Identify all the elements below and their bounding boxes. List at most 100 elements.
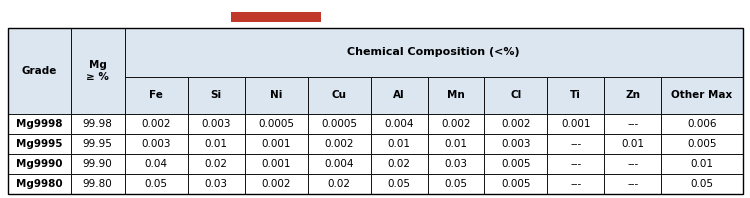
FancyBboxPatch shape: [662, 114, 742, 134]
Text: Si: Si: [211, 90, 222, 100]
FancyBboxPatch shape: [124, 154, 188, 174]
Text: Mg9980: Mg9980: [16, 179, 62, 189]
Text: 0.05: 0.05: [388, 179, 410, 189]
FancyBboxPatch shape: [188, 174, 244, 194]
FancyBboxPatch shape: [124, 114, 188, 134]
FancyBboxPatch shape: [231, 12, 321, 22]
FancyBboxPatch shape: [427, 114, 484, 134]
FancyBboxPatch shape: [188, 77, 244, 114]
FancyBboxPatch shape: [70, 114, 124, 134]
FancyBboxPatch shape: [604, 154, 662, 174]
FancyBboxPatch shape: [484, 174, 548, 194]
FancyBboxPatch shape: [484, 114, 548, 134]
FancyBboxPatch shape: [370, 114, 427, 134]
FancyBboxPatch shape: [604, 174, 662, 194]
FancyBboxPatch shape: [604, 134, 662, 154]
FancyBboxPatch shape: [548, 114, 604, 134]
Text: 0.002: 0.002: [325, 139, 354, 149]
FancyBboxPatch shape: [308, 114, 370, 134]
Text: Mg
≥ %: Mg ≥ %: [86, 60, 109, 82]
Text: Cl: Cl: [510, 90, 521, 100]
Text: ---: ---: [570, 139, 581, 149]
Text: 99.95: 99.95: [82, 139, 112, 149]
Text: ---: ---: [570, 159, 581, 169]
Text: 0.002: 0.002: [501, 119, 531, 129]
Text: 0.0005: 0.0005: [321, 119, 357, 129]
Text: 0.004: 0.004: [325, 159, 354, 169]
Text: Al: Al: [393, 90, 405, 100]
Text: 0.0005: 0.0005: [258, 119, 294, 129]
FancyBboxPatch shape: [124, 134, 188, 154]
FancyBboxPatch shape: [244, 174, 308, 194]
FancyBboxPatch shape: [484, 134, 548, 154]
Text: 99.98: 99.98: [82, 119, 112, 129]
Text: Mg9998: Mg9998: [16, 119, 62, 129]
Text: 99.80: 99.80: [82, 179, 112, 189]
Text: 0.004: 0.004: [384, 119, 414, 129]
FancyBboxPatch shape: [548, 154, 604, 174]
FancyBboxPatch shape: [8, 134, 70, 154]
FancyBboxPatch shape: [427, 77, 484, 114]
Text: Chemical Composition (<%): Chemical Composition (<%): [347, 47, 520, 57]
Text: ---: ---: [627, 119, 638, 129]
FancyBboxPatch shape: [188, 154, 244, 174]
FancyBboxPatch shape: [188, 134, 244, 154]
Text: 0.05: 0.05: [145, 179, 168, 189]
FancyBboxPatch shape: [244, 154, 308, 174]
FancyBboxPatch shape: [244, 77, 308, 114]
FancyBboxPatch shape: [308, 154, 370, 174]
Text: 0.001: 0.001: [561, 119, 590, 129]
FancyBboxPatch shape: [124, 174, 188, 194]
FancyBboxPatch shape: [188, 114, 244, 134]
FancyBboxPatch shape: [244, 134, 308, 154]
FancyBboxPatch shape: [548, 134, 604, 154]
FancyBboxPatch shape: [427, 134, 484, 154]
FancyBboxPatch shape: [548, 77, 604, 114]
Text: Mn: Mn: [447, 90, 465, 100]
FancyBboxPatch shape: [70, 154, 124, 174]
FancyBboxPatch shape: [662, 154, 742, 174]
Text: 0.005: 0.005: [501, 179, 531, 189]
Text: 0.01: 0.01: [205, 139, 228, 149]
Text: 0.006: 0.006: [687, 119, 716, 129]
FancyBboxPatch shape: [70, 28, 124, 114]
FancyBboxPatch shape: [427, 154, 484, 174]
FancyBboxPatch shape: [662, 174, 742, 194]
Text: 0.01: 0.01: [621, 139, 644, 149]
Text: 0.003: 0.003: [501, 139, 531, 149]
Text: 0.005: 0.005: [501, 159, 531, 169]
FancyBboxPatch shape: [604, 77, 662, 114]
Text: 0.02: 0.02: [205, 159, 228, 169]
Text: 0.01: 0.01: [388, 139, 410, 149]
Text: 0.05: 0.05: [445, 179, 467, 189]
FancyBboxPatch shape: [427, 174, 484, 194]
Text: 0.001: 0.001: [262, 139, 291, 149]
Text: 0.001: 0.001: [262, 159, 291, 169]
FancyBboxPatch shape: [70, 134, 124, 154]
Text: Mg9990: Mg9990: [16, 159, 62, 169]
Text: 99.90: 99.90: [82, 159, 112, 169]
Text: 0.04: 0.04: [145, 159, 168, 169]
Text: ---: ---: [627, 159, 638, 169]
Text: ---: ---: [570, 179, 581, 189]
FancyBboxPatch shape: [484, 154, 548, 174]
FancyBboxPatch shape: [8, 154, 70, 174]
Text: 0.003: 0.003: [202, 119, 231, 129]
FancyBboxPatch shape: [244, 114, 308, 134]
FancyBboxPatch shape: [662, 134, 742, 154]
FancyBboxPatch shape: [548, 174, 604, 194]
Text: 0.02: 0.02: [388, 159, 410, 169]
Text: ---: ---: [627, 179, 638, 189]
FancyBboxPatch shape: [308, 77, 370, 114]
FancyBboxPatch shape: [308, 134, 370, 154]
FancyBboxPatch shape: [124, 77, 188, 114]
Text: 0.03: 0.03: [205, 179, 228, 189]
FancyBboxPatch shape: [308, 174, 370, 194]
FancyBboxPatch shape: [484, 77, 548, 114]
FancyBboxPatch shape: [8, 174, 70, 194]
Text: Ni: Ni: [270, 90, 282, 100]
Text: 0.05: 0.05: [690, 179, 713, 189]
Text: 0.003: 0.003: [142, 139, 171, 149]
Text: 0.02: 0.02: [328, 179, 351, 189]
FancyBboxPatch shape: [370, 174, 427, 194]
